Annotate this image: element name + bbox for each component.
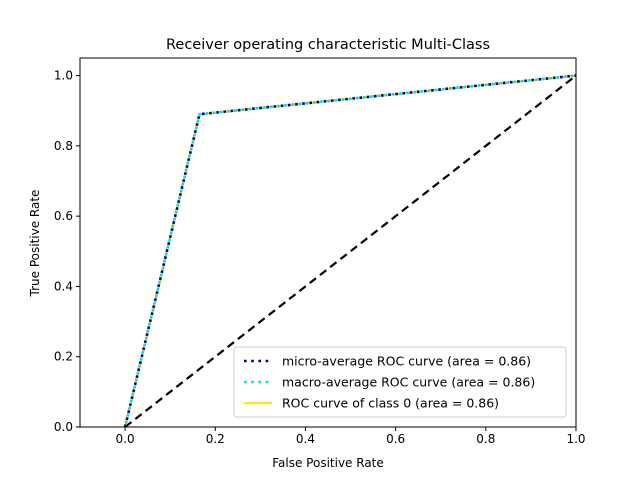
legend-box	[233, 346, 567, 418]
legend-label-1: macro-average ROC curve (area = 0.86)	[282, 375, 535, 390]
legend-label-0: micro-average ROC curve (area = 0.86)	[282, 354, 531, 369]
y-tick-label: 0.6	[54, 209, 73, 223]
y-tick-label: 1.0	[54, 69, 73, 83]
x-tick-label: 0.6	[386, 432, 405, 446]
y-tick-label: 0.8	[54, 139, 73, 153]
legend-label-2: ROC curve of class 0 (area = 0.86)	[282, 396, 499, 411]
x-tick-label: 1.0	[566, 432, 585, 446]
y-tick-label: 0.2	[54, 350, 73, 364]
axes-frame	[79, 57, 577, 428]
reference-diagonal-line	[124, 74, 576, 427]
plot-area: 0.0 0.2 0.4 0.6 0.8 1.0 0.0 0.2 0.4 0.6 0.8 1.0 micr…	[54, 57, 586, 446]
x-axis-label: False Positive Rate	[272, 456, 384, 470]
chart-title: Receiver operating characteristic Multi-…	[166, 37, 490, 53]
y-tick-label: 0.0	[54, 420, 73, 434]
y-axis-label: True Positive Rate	[28, 190, 42, 298]
x-tick-label: 0.2	[206, 432, 225, 446]
series-line-1	[123, 74, 576, 427]
x-tick-label: 0.4	[296, 432, 315, 446]
x-tick-label: 0.8	[476, 432, 495, 446]
y-tick-label: 0.4	[54, 279, 73, 293]
x-tick-label: 0.0	[116, 432, 135, 446]
